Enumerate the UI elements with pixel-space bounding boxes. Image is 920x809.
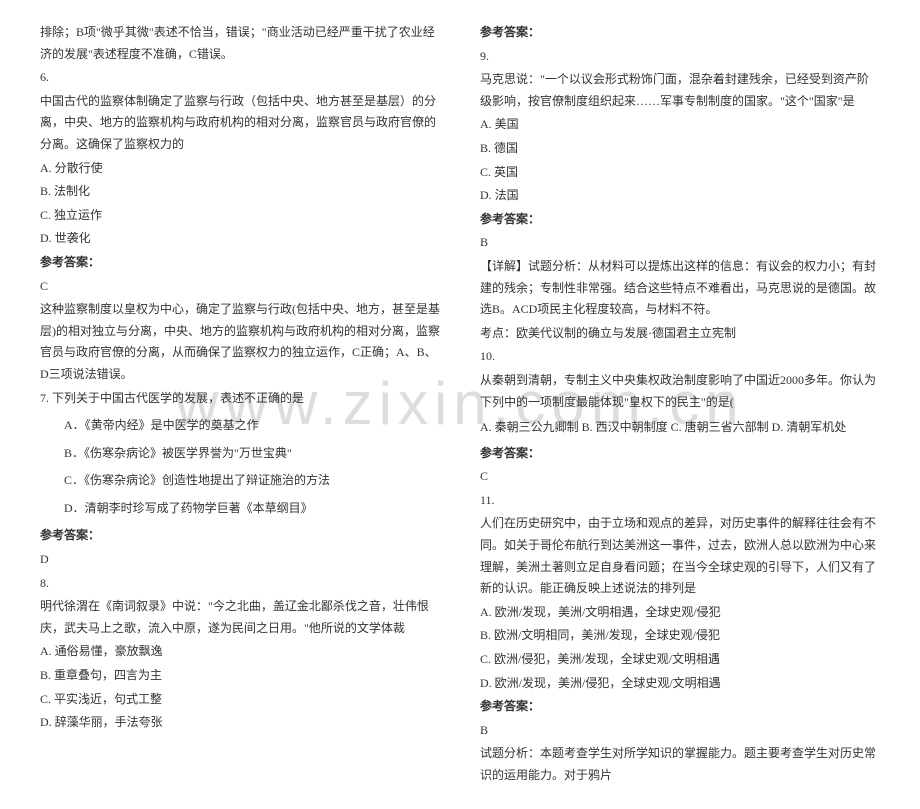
page-content: 排除；B项"微乎其微"表述不恰当，错误；"商业活动已经严重干扰了农业经济的发展"…	[40, 20, 880, 789]
q11-opt-c: C. 欧洲/侵犯，美洲/发现，全球史观/文明相遇	[480, 649, 880, 671]
q11-text: 人们在历史研究中，由于立场和观点的差异，对历史事件的解释往往会有不同。如关于哥伦…	[480, 513, 880, 599]
left-column: 排除；B项"微乎其微"表述不恰当，错误；"商业活动已经严重干扰了农业经济的发展"…	[40, 20, 440, 789]
q6-explanation: 这种监察制度以皇权为中心，确定了监察与行政(包括中央、地方，甚至是基层)的相对独…	[40, 299, 440, 385]
q8-opt-c: C. 平实浅近，句式工整	[40, 689, 440, 711]
q10-options-line: A. 秦朝三公九卿制 B. 西汉中朝制度 C. 唐朝三省六部制 D. 清朝军机处	[480, 417, 880, 439]
q9-number: 9.	[480, 46, 880, 68]
q7-number-text: 7. 下列关于中国古代医学的发展，表述不正确的是	[40, 388, 440, 410]
q11-opt-d: D. 欧洲/发现，美洲/侵犯，全球史观/文明相遇	[480, 673, 880, 695]
q7-opt-b: B．《伤寒杂病论》被医学界誉为"万世宝典"	[40, 443, 440, 465]
q10-text: 从秦朝到清朝，专制主义中央集权政治制度影响了中国近2000多年。你认为下列中的一…	[480, 370, 880, 413]
q10-answer-label: 参考答案：	[480, 443, 880, 465]
top-answer-label: 参考答案：	[480, 22, 880, 44]
q6-opt-c: C. 独立运作	[40, 205, 440, 227]
q9-text: 马克思说："一个以议会形式粉饰门面，混杂着封建残余，已经受到资产阶级影响，按官僚…	[480, 69, 880, 112]
q11-opt-b: B. 欧洲/文明相同，美洲/发现，全球史观/侵犯	[480, 625, 880, 647]
q7-answer: D	[40, 549, 440, 571]
q6-answer-label: 参考答案：	[40, 252, 440, 274]
q9-opt-c: C. 英国	[480, 162, 880, 184]
q9-answer: B	[480, 232, 880, 254]
q8-opt-a: A. 通俗易懂，豪放飘逸	[40, 641, 440, 663]
q6-opt-d: D. 世袭化	[40, 228, 440, 250]
q9-explanation-2: 考点：欧美代议制的确立与发展·德国君主立宪制	[480, 323, 880, 345]
q9-answer-label: 参考答案：	[480, 209, 880, 231]
q10-number: 10.	[480, 346, 880, 368]
q11-answer-label: 参考答案：	[480, 696, 880, 718]
q11-number: 11.	[480, 490, 880, 512]
two-column-layout: 排除；B项"微乎其微"表述不恰当，错误；"商业活动已经严重干扰了农业经济的发展"…	[40, 20, 880, 789]
q6-number: 6.	[40, 67, 440, 89]
q10-answer: C	[480, 466, 880, 488]
q8-opt-b: B. 重章叠句，四言为主	[40, 665, 440, 687]
q7-opt-c: C．《伤寒杂病论》创造性地提出了辩证施治的方法	[40, 470, 440, 492]
q11-answer: B	[480, 720, 880, 742]
q11-opt-a: A. 欧洲/发现，美洲/文明相遇，全球史观/侵犯	[480, 602, 880, 624]
q7-opt-a: A．《黄帝内经》是中医学的奠基之作	[40, 415, 440, 437]
q7-answer-label: 参考答案：	[40, 525, 440, 547]
q6-opt-b: B. 法制化	[40, 181, 440, 203]
q9-explanation-1: 【详解】试题分析：从材料可以提炼出这样的信息：有议会的权力小；有封建的残余；专制…	[480, 256, 880, 321]
q6-opt-a: A. 分散行使	[40, 158, 440, 180]
q11-explanation: 试题分析：本题考查学生对所学知识的掌握能力。题主要考查学生对历史常识的运用能力。…	[480, 743, 880, 786]
q9-opt-d: D. 法国	[480, 185, 880, 207]
q9-opt-a: A. 美国	[480, 114, 880, 136]
q9-opt-b: B. 德国	[480, 138, 880, 160]
q8-number: 8.	[40, 573, 440, 595]
q8-text: 明代徐渭在《南词叙录》中说："今之北曲，盖辽金北鄙杀伐之音，壮伟恨庆，武夫马上之…	[40, 596, 440, 639]
intro-text: 排除；B项"微乎其微"表述不恰当，错误；"商业活动已经严重干扰了农业经济的发展"…	[40, 22, 440, 65]
right-column: 参考答案： 9. 马克思说："一个以议会形式粉饰门面，混杂着封建残余，已经受到资…	[480, 20, 880, 789]
q8-opt-d: D. 辞藻华丽，手法夸张	[40, 712, 440, 734]
q6-answer: C	[40, 276, 440, 298]
q6-text: 中国古代的监察体制确定了监察与行政（包括中央、地方甚至是基层）的分离，中央、地方…	[40, 91, 440, 156]
q7-opt-d: D．清朝李时珍写成了药物学巨著《本草纲目》	[40, 498, 440, 520]
